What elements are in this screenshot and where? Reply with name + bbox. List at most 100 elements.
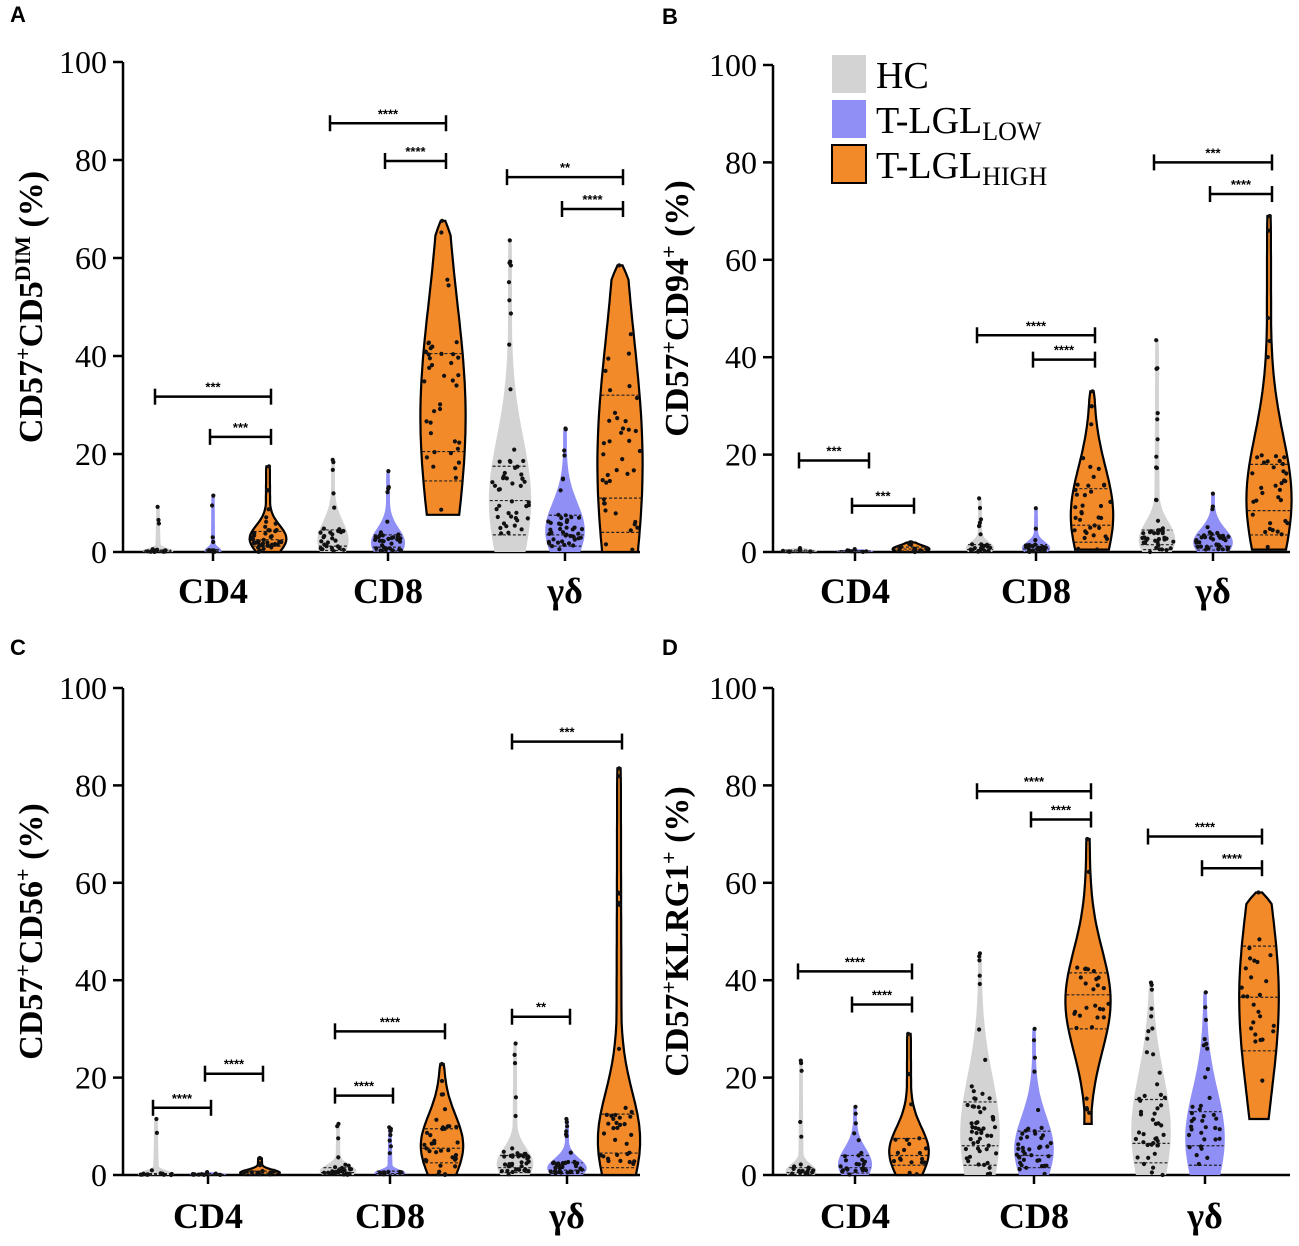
data-point (318, 530, 323, 535)
data-point (618, 1158, 623, 1163)
data-point (615, 1125, 620, 1130)
data-point (506, 530, 511, 535)
data-point (1075, 482, 1080, 487)
data-point (428, 431, 433, 436)
data-point (607, 478, 612, 484)
data-point (970, 1104, 975, 1109)
data-point (497, 503, 502, 508)
data-point (257, 542, 262, 548)
data-point (1207, 1095, 1212, 1100)
data-point (1086, 869, 1091, 875)
data-point (271, 1168, 277, 1173)
data-point (457, 440, 462, 445)
data-point (1033, 1131, 1038, 1136)
data-point (1205, 1067, 1210, 1072)
data-point (918, 548, 923, 553)
data-point (207, 548, 212, 553)
data-point (516, 1154, 521, 1159)
data-point (1271, 1029, 1276, 1034)
data-point (1073, 487, 1078, 493)
data-point (1214, 1116, 1219, 1121)
data-point (631, 468, 636, 473)
data-point (505, 1168, 510, 1173)
data-point (1239, 985, 1244, 990)
data-point (555, 540, 561, 545)
data-point (799, 1061, 804, 1066)
x-category-label: CD4 (820, 1196, 890, 1236)
significance-stars: **** (1231, 177, 1252, 192)
data-point (970, 542, 975, 547)
data-point (603, 368, 608, 373)
y-label-text: CD57 (13, 977, 50, 1060)
panel-letter: C (10, 635, 26, 660)
y-axis-label: CD57+KLRG1+ (%) (656, 786, 697, 1076)
data-point (863, 1168, 869, 1173)
data-point (501, 476, 506, 481)
significance-stars: **** (172, 1091, 193, 1106)
data-point (845, 548, 850, 553)
data-point (974, 1130, 979, 1136)
data-point (971, 1089, 976, 1094)
data-point (606, 1158, 611, 1164)
data-point (553, 1171, 558, 1176)
data-point (1220, 547, 1225, 552)
data-point (443, 1172, 448, 1177)
data-point (573, 1164, 579, 1169)
data-point (397, 547, 402, 552)
data-point (438, 1148, 444, 1153)
data-point (1194, 1153, 1199, 1158)
significance-bracket: **** (560, 192, 625, 217)
data-point (1101, 1007, 1106, 1012)
data-point (797, 1168, 802, 1173)
y-tick-label: 0 (741, 534, 757, 570)
data-point (605, 472, 610, 478)
data-point (442, 1107, 448, 1112)
data-point (1106, 1001, 1111, 1006)
data-point (379, 548, 385, 554)
data-point (510, 1146, 515, 1151)
data-point (336, 1168, 341, 1173)
data-point (613, 1112, 618, 1118)
data-point (1039, 1125, 1044, 1130)
data-point (337, 527, 342, 532)
significance-stars: **** (224, 1057, 245, 1072)
data-point (1030, 544, 1035, 549)
data-point (448, 451, 453, 456)
data-point (620, 426, 626, 431)
significance-bracket: *** (510, 725, 624, 750)
data-point (1201, 1114, 1206, 1119)
data-point (602, 501, 607, 506)
x-category-label: CD4 (820, 571, 890, 611)
data-point (633, 428, 638, 434)
significance-stars: **** (1024, 774, 1045, 789)
legend-swatch (831, 144, 867, 184)
data-point (1265, 355, 1270, 360)
data-point (512, 1052, 517, 1057)
data-point (1108, 499, 1113, 504)
data-point (627, 438, 632, 443)
data-point (332, 1171, 337, 1176)
data-point (898, 1157, 903, 1162)
data-point (1248, 956, 1253, 961)
data-point (1091, 474, 1096, 479)
data-point (623, 419, 628, 424)
data-point (634, 395, 640, 401)
data-point (1282, 455, 1287, 460)
data-point (601, 497, 607, 502)
data-point (1267, 338, 1272, 344)
data-point (1149, 987, 1154, 992)
data-point (518, 483, 523, 488)
data-point (1168, 546, 1173, 551)
data-point (1160, 1172, 1165, 1178)
data-point (454, 1124, 459, 1130)
data-point (1096, 466, 1101, 471)
data-point (989, 1133, 994, 1138)
data-point (329, 545, 334, 551)
data-point (1217, 1136, 1222, 1141)
data-point (522, 479, 527, 484)
data-point (506, 280, 512, 285)
data-point (576, 531, 581, 536)
data-point (512, 447, 517, 452)
data-point (909, 1102, 914, 1107)
significance-stars: **** (1026, 318, 1047, 333)
